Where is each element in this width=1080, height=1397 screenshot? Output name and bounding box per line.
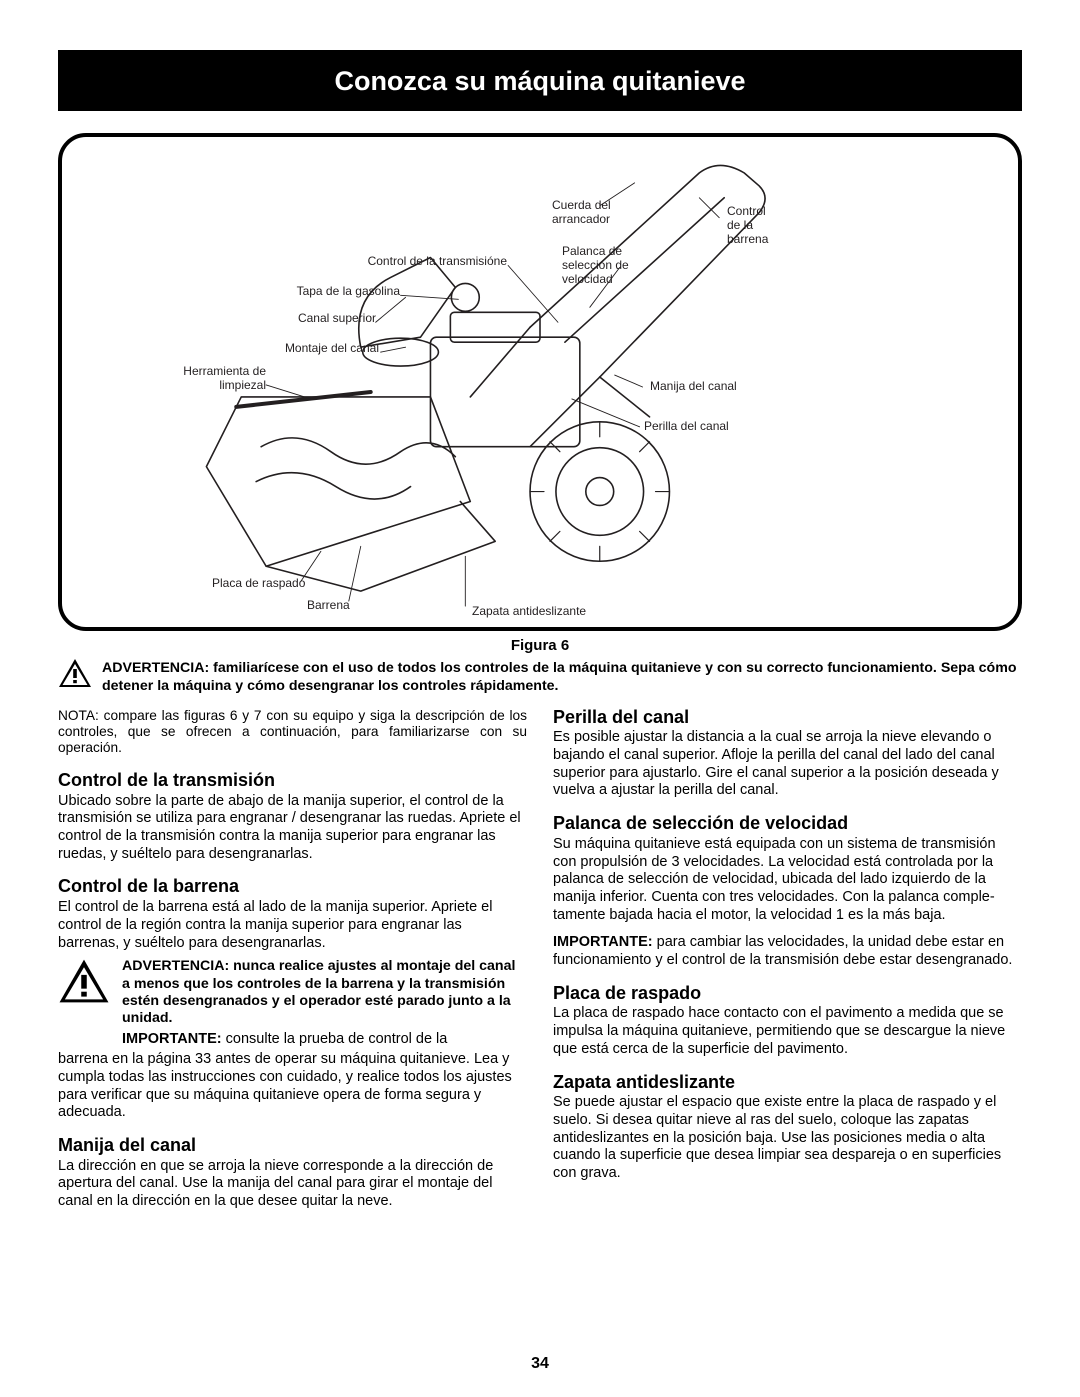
page-title: Conozca su máquina quitanieve [334, 66, 745, 96]
warning-icon [58, 658, 92, 688]
callout-manija-canal: Manija del canal [650, 380, 737, 394]
main-warning-block: ADVERTENCIA: familiarícese con el uso de… [58, 658, 1022, 696]
inline-warning-block: ADVERTENCIA: nunca realice ajustes al mo… [58, 958, 527, 1027]
right-column: Perilla del canal Es posible ajustar la … [553, 708, 1022, 1221]
callout-placa-raspado: Placa de raspado [212, 577, 305, 591]
important-left: IMPORTANTE: consulte la prueba de contro… [122, 1031, 527, 1049]
important-left-lead: IMPORTANTE: [122, 1031, 222, 1047]
heading-placa-raspado: Placa de raspado [553, 984, 1022, 1004]
heading-zapata: Zapata antideslizante [553, 1073, 1022, 1093]
heading-manija-canal: Manija del canal [58, 1136, 527, 1156]
important-right-lead: IMPORTANTE: [553, 934, 653, 950]
important-right: IMPORTANTE: para cambiar las velocidades… [553, 934, 1022, 969]
left-column: NOTA: compare las figuras 6 y 7 con su e… [58, 708, 527, 1221]
body-placa-raspado: La placa de raspado hace contacto con el… [553, 1005, 1022, 1058]
body-zapata: Se puede ajustar el espacio que existe e… [553, 1094, 1022, 1182]
main-warning-text: ADVERTENCIA: familiarícese con el uso de… [102, 660, 1022, 696]
body-control-transmision: Ubicado sobre la parte de abajo de la ma… [58, 793, 527, 864]
important-left-continued: barrena en la página 33 antes de operar … [58, 1051, 527, 1122]
important-left-body-start: consulte la prueba de control de la [222, 1031, 448, 1047]
callout-tapa-gasolina: Tapa de la gasolina [290, 285, 400, 299]
callout-palanca-velocidad: Palanca deselección develocidad [562, 245, 629, 286]
heading-perilla-canal: Perilla del canal [553, 708, 1022, 728]
callout-zapata: Zapata antideslizante [472, 605, 586, 619]
body-manija-canal: La dirección en que se arroja la nieve c… [58, 1158, 527, 1211]
page-title-bar: Conozca su máquina quitanieve [58, 50, 1022, 111]
callout-herramienta-limpieza: Herramienta delimpiezal [180, 365, 266, 393]
callout-control-transmision: Control de la transmisióne [347, 255, 507, 269]
callout-canal-superior: Canal superior [290, 312, 376, 326]
page-number: 34 [0, 1355, 1080, 1373]
body-perilla-canal: Es posible ajustar la distancia a la cua… [553, 729, 1022, 800]
callout-cuerda-arrancador: Cuerda delarrancador [552, 199, 611, 227]
callout-perilla-canal: Perilla del canal [644, 420, 729, 434]
nota-text: NOTA: compare las figuras 6 y 7 con su e… [58, 708, 527, 757]
callout-barrena: Barrena [307, 599, 350, 613]
callout-control-barrena: Controlde labarrena [727, 205, 768, 246]
figure-6-diagram: Cuerda delarrancador Controlde labarrena… [58, 133, 1022, 631]
heading-control-transmision: Control de la transmisión [58, 771, 527, 791]
heading-palanca-velocidad: Palanca de selección de velocidad [553, 814, 1022, 834]
inline-warning-text: ADVERTENCIA: nunca realice ajustes al mo… [122, 958, 527, 1027]
heading-control-barrena: Control de la barrena [58, 877, 527, 897]
body-control-barrena: El control de la barrena está al lado de… [58, 899, 527, 952]
figure-caption: Figura 6 [58, 637, 1022, 654]
body-palanca-velocidad: Su máquina quitanieve está equipada con … [553, 836, 1022, 924]
warning-icon [58, 958, 110, 1004]
callout-montaje-canal: Montaje del canal [277, 342, 379, 356]
